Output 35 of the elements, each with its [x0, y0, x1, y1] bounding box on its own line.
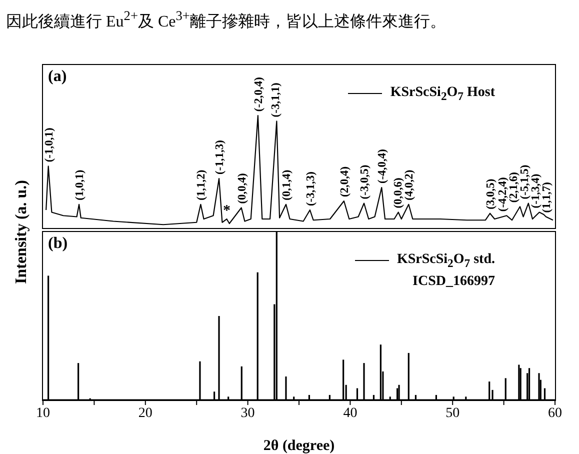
annotation: (-1,3,4) — [530, 174, 542, 208]
chart-title: (b) — [48, 235, 68, 253]
annotation: (-5,1,5) — [518, 164, 531, 200]
annotation: (2,0,4) — [338, 166, 351, 198]
x-tick-label: 60 — [548, 406, 562, 421]
x-tick-label: 50 — [446, 406, 460, 421]
annotation: (-4,0,4) — [376, 148, 389, 184]
annotation: (-3,1,3) — [304, 171, 317, 206]
x-tick-label: 30 — [240, 406, 255, 421]
annotation: (-1,0,1) — [43, 128, 56, 162]
x-tick-label: 20 — [138, 406, 152, 421]
annotation: (2,1,6) — [508, 172, 520, 203]
annotation: (4,0,2) — [404, 170, 416, 200]
annotation: (-3,0,5) — [359, 164, 372, 200]
annotation: ICSD_166997 — [412, 274, 495, 290]
annotation: * — [222, 203, 230, 220]
text: 因此後續進行 Eu$^{2+}$及 Ce$^{3+}$離子摻雜時，皆以上述條件來進行。 — [6, 8, 446, 32]
annotation: (1,1,2) — [196, 170, 208, 200]
x-axis-title: 2θ (degree) — [262, 438, 336, 454]
annotation: (-2,0,4) — [252, 76, 265, 112]
annotation: (-3,1,1) — [270, 82, 282, 118]
legend-label: KSrScSi$_{2}$O$_{7}$ Host — [390, 85, 495, 103]
x-tick-label: 10 — [36, 406, 50, 421]
annotation: (1,0,1) — [74, 170, 86, 200]
annotation: (0,1,4) — [280, 170, 293, 200]
annotation: (-1,1,3) — [214, 140, 226, 175]
annotation: (1,1,7) — [540, 182, 553, 213]
annotation: (0,0,6) — [392, 177, 405, 208]
x-tick-label: 40 — [343, 406, 358, 421]
annotation: (3,0,5) — [484, 178, 497, 210]
chart-title: (a) — [48, 68, 67, 86]
annotation: (0,0,4) — [236, 172, 248, 204]
legend-label: KSrScSi$_{2}$O$_{7}$ std. — [396, 252, 495, 270]
annotation: (-4,2,4) — [496, 176, 509, 212]
y-axis-title: Intensity (a. u.) — [13, 180, 31, 284]
